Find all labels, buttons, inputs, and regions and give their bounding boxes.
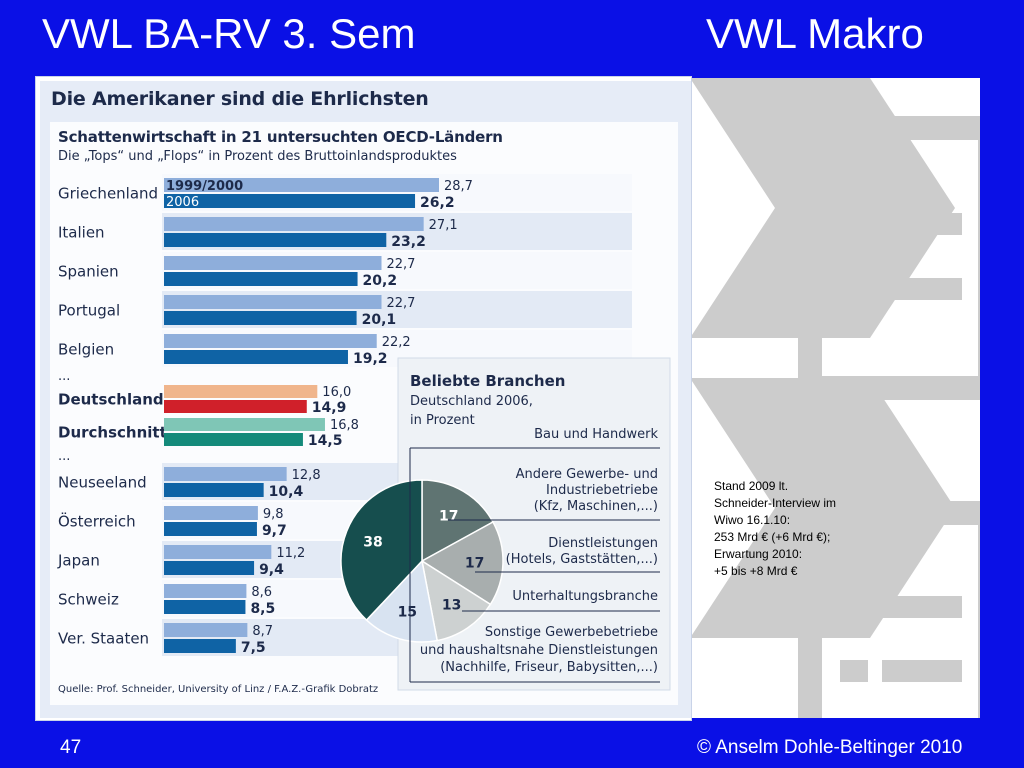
chart-source: Quelle: Prof. Schneider, University of L… — [58, 684, 379, 695]
side-note-line: +5 bis +8 Mrd € — [714, 564, 798, 578]
side-note-line: Wiwo 16.1.10: — [714, 513, 791, 527]
side-note-line: Erwartung 2010: — [714, 547, 803, 561]
page-number: 47 — [60, 737, 82, 758]
chart-subtitle: Schattenwirtschaft in 21 untersuchten OE… — [58, 128, 503, 146]
side-note-line: Schneider-Interview im — [714, 496, 837, 510]
chart-panel — [50, 122, 678, 705]
footer-copyright: © Anselm Dohle-Beltinger 2010 — [697, 737, 963, 758]
chart-description: Die „Tops“ und „Flops“ in Prozent des Br… — [58, 149, 457, 164]
side-note-line: Stand 2009 lt. — [714, 479, 789, 493]
side-note: Stand 2009 lt. Schneider-Interview im Wi… — [714, 478, 874, 580]
chart-main-title: Die Amerikaner sind die Ehrlichsten — [51, 88, 429, 110]
decorative-graphic — [690, 78, 980, 718]
slide-title: VWL BA-RV 3. Sem — [42, 10, 416, 57]
side-note-line: 253 Mrd € (+6 Mrd €); — [714, 530, 831, 544]
slide-title-right: VWL Makro — [706, 10, 924, 57]
